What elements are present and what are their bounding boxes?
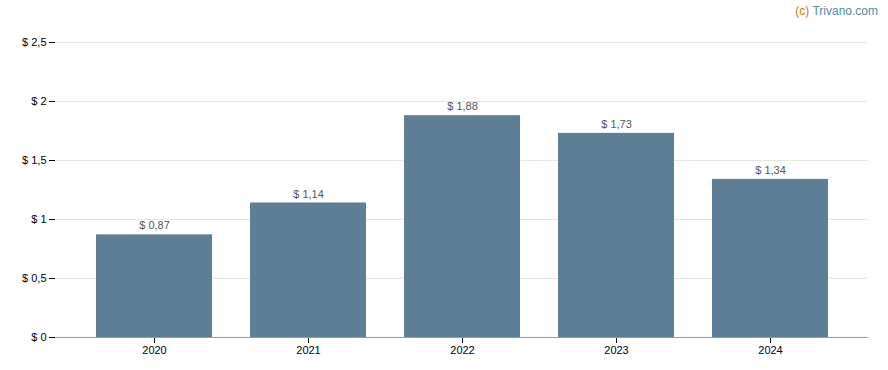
svg-text:$ 0,5: $ 0,5	[22, 272, 46, 284]
html-text:(c) Trivano.com: (c) Trivano.com	[795, 4, 878, 18]
svg-text:$ 1,5: $ 1,5	[22, 154, 46, 166]
svg-text:2021: 2021	[296, 344, 320, 356]
svg-text:$ 1,73: $ 1,73	[601, 118, 632, 130]
svg-text:2022: 2022	[450, 344, 474, 356]
svg-text:$ 1,88: $ 1,88	[447, 100, 478, 112]
svg-text:$ 0: $ 0	[31, 331, 46, 343]
svg-text:2024: 2024	[758, 344, 782, 356]
svg-text:2023: 2023	[604, 344, 628, 356]
svg-text:$ 2: $ 2	[31, 95, 46, 107]
svg-text:$ 2,5: $ 2,5	[22, 36, 46, 48]
svg-text:$ 0,87: $ 0,87	[139, 219, 170, 231]
svg-text:$ 1,34: $ 1,34	[755, 164, 786, 176]
svg-text:$ 1,14: $ 1,14	[293, 188, 324, 200]
svg-text:2020: 2020	[142, 344, 166, 356]
svg-text:$ 1: $ 1	[31, 213, 46, 225]
